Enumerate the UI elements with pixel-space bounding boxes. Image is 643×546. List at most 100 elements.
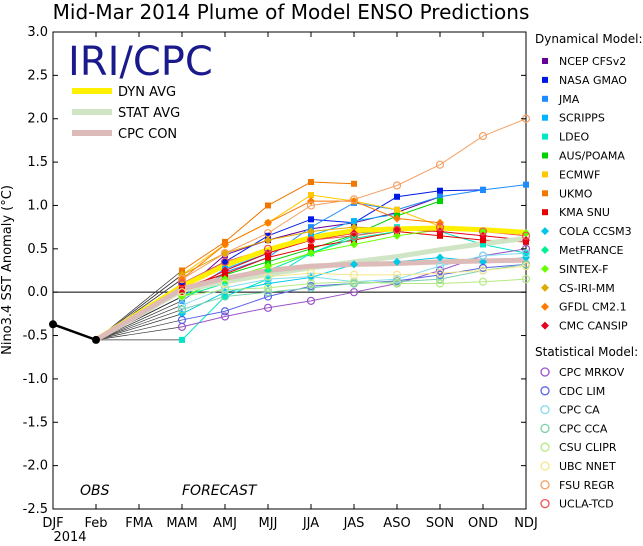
data-point	[220, 285, 230, 294]
data-point	[351, 180, 357, 187]
data-point	[177, 315, 187, 325]
data-point	[265, 254, 271, 261]
chart-title: Mid-Mar 2014 Plume of Model ENSO Predict…	[53, 0, 530, 24]
avg-line-cpc-con	[93, 257, 529, 343]
data-point	[306, 279, 316, 288]
data-point	[263, 283, 273, 292]
data-point	[263, 244, 273, 253]
data-point	[264, 236, 272, 245]
legend-label: MetFRANCE	[559, 244, 624, 257]
data-point	[349, 195, 359, 204]
data-point	[263, 275, 273, 284]
data-point	[437, 232, 443, 239]
data-point	[478, 131, 488, 141]
data-point	[479, 227, 487, 236]
legend-label: AUS/POAMA	[559, 150, 625, 163]
y-tick-label: 2.0	[27, 112, 48, 127]
x-tick-label: FMA	[125, 516, 153, 531]
data-point	[521, 262, 531, 271]
legend-label: CMC CANSIP	[559, 320, 628, 333]
data-point	[263, 303, 273, 312]
iri-cpc-logo: IRI/CPC	[68, 39, 213, 85]
data-point	[263, 229, 273, 238]
dynamical-legend-header: Dynamical Model:	[535, 32, 643, 46]
data-point	[349, 231, 359, 240]
data-point	[349, 270, 359, 279]
data-point	[437, 198, 443, 205]
obs-connector	[95, 313, 183, 341]
legend-marker	[542, 133, 548, 140]
legend-marker	[541, 227, 549, 236]
legend-marker	[541, 283, 549, 292]
legend-marker	[540, 461, 550, 471]
data-point	[306, 269, 316, 278]
data-point	[263, 288, 273, 297]
data-point	[179, 280, 185, 287]
data-point	[393, 225, 401, 234]
data-point	[307, 227, 315, 236]
y-tick-label: 1.0	[27, 198, 48, 213]
x-tick-label: DJF	[42, 516, 63, 531]
avg-legend-label: DYN AVG	[118, 85, 176, 100]
data-point	[220, 312, 230, 321]
x-tick-label: AMJ	[213, 516, 237, 531]
data-point	[265, 258, 271, 265]
obs-connector	[95, 326, 183, 341]
statistical-legend-header: Statistical Model:	[535, 345, 638, 359]
data-point	[177, 292, 187, 301]
data-point	[222, 258, 228, 265]
data-point	[436, 253, 444, 262]
data-point	[394, 206, 400, 213]
x-tick-label: JJA	[302, 516, 319, 531]
data-point	[480, 241, 486, 248]
data-point	[393, 257, 401, 266]
data-point	[264, 266, 272, 275]
data-point	[179, 336, 185, 343]
data-point	[179, 267, 185, 274]
observed-point	[92, 335, 100, 344]
legend-label: UBC NNET	[559, 460, 616, 473]
legend-marker	[542, 95, 548, 102]
legend-marker	[541, 302, 549, 311]
data-point	[478, 277, 488, 286]
data-point	[221, 249, 229, 258]
data-point	[308, 216, 314, 223]
data-point	[350, 229, 358, 238]
legend-marker	[540, 367, 550, 377]
legend-marker	[540, 404, 550, 415]
data-point	[478, 263, 488, 272]
data-point	[307, 236, 315, 245]
x-tick-label: Feb	[84, 516, 107, 531]
legend-label: LDEO	[559, 131, 590, 144]
data-point	[306, 283, 316, 292]
data-point	[308, 244, 314, 251]
obs-label: OBS	[80, 483, 110, 499]
series-line-nasa-gmao	[181, 189, 484, 284]
legend-marker	[541, 264, 549, 273]
data-point	[393, 214, 401, 223]
legend-label: JMA	[558, 93, 580, 106]
avg-legend-label: STAT AVG	[118, 106, 180, 121]
legend-marker	[542, 209, 548, 216]
data-point	[435, 223, 445, 232]
x-tick-label: ASO	[383, 516, 410, 531]
data-point	[265, 202, 271, 209]
data-point	[480, 237, 486, 244]
data-point	[220, 307, 230, 316]
legend-label: CSU CLIPR	[559, 441, 617, 454]
data-point	[263, 272, 273, 281]
data-point	[264, 218, 272, 227]
data-point	[264, 262, 272, 271]
legend-marker	[542, 190, 548, 197]
data-point	[308, 192, 314, 199]
year-label: 2014	[53, 530, 86, 545]
plot-layer	[49, 114, 531, 344]
data-point	[177, 301, 187, 310]
data-point	[177, 279, 187, 288]
x-tick-label: SON	[426, 516, 454, 531]
data-point	[350, 234, 358, 243]
x-tick-label: NDJ	[514, 516, 538, 531]
x-tick-label: MJJ	[259, 516, 278, 531]
data-point	[179, 284, 185, 291]
